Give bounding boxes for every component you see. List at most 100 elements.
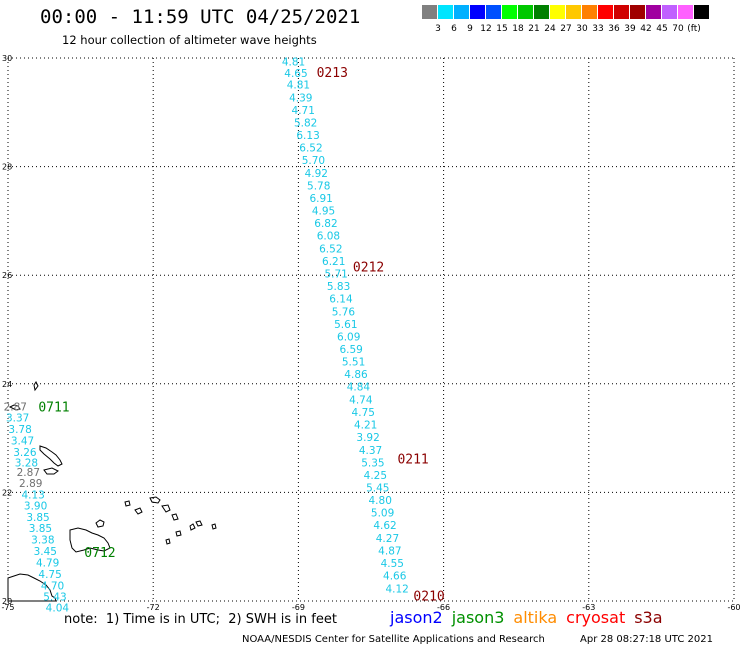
pass-time-label: 0212	[353, 261, 384, 276]
legend-swatch	[438, 5, 453, 19]
legend-swatch	[598, 5, 613, 19]
credit-line: NOAA/NESDIS Center for Satellite Applica…	[242, 634, 545, 645]
bahamas-island-b	[33, 381, 39, 392]
swh-value: 4.70	[41, 580, 64, 592]
swh-value: 5.45	[366, 483, 389, 495]
legend-label: 42	[640, 24, 652, 34]
satellite-name-jason3: jason3	[451, 608, 505, 627]
legend-swatch	[422, 5, 437, 19]
pass-time-label: 0210	[413, 590, 444, 605]
swh-value: 4.79	[36, 557, 59, 569]
legend-swatch	[502, 5, 517, 19]
legend-label: 33	[592, 24, 604, 34]
legend-label: 3	[435, 24, 441, 34]
legend-label: 9	[467, 24, 473, 34]
swh-value: 5.35	[361, 458, 384, 470]
x-tick-label: -63	[582, 603, 595, 612]
legend-label: 15	[496, 24, 508, 34]
swh-value: 4.13	[21, 490, 44, 502]
swh-value: 3.26	[13, 447, 37, 459]
island-chain-7	[175, 530, 182, 537]
swh-value: 2.87	[17, 467, 40, 479]
pass-time-label: 0712	[84, 546, 115, 561]
y-tick-label: 26	[2, 271, 12, 280]
swh-value: 4.25	[364, 470, 387, 482]
subtitle: 12 hour collection of altimeter wave hei…	[62, 33, 317, 47]
swh-value: 3.92	[356, 432, 379, 444]
island-chain-2	[161, 504, 171, 513]
swh-value: 5.61	[334, 319, 357, 331]
swh-value: 3.85	[26, 512, 49, 524]
swh-value: 4.87	[378, 546, 401, 558]
swh-value: 4.71	[292, 105, 315, 117]
satellite-name-s3a: s3a	[634, 608, 663, 627]
swh-value: 3.45	[34, 546, 57, 558]
pass-time-label: 0711	[38, 401, 69, 416]
legend-label: 39	[624, 24, 636, 34]
legend-label: 21	[528, 24, 540, 34]
swh-value: 4.92	[305, 168, 328, 180]
swh-value: 6.08	[317, 231, 340, 243]
swh-value: 3.78	[8, 424, 31, 436]
swh-value: 4.81	[282, 56, 305, 68]
pass-time-label: 0213	[317, 66, 348, 81]
y-tick-label: 28	[2, 163, 12, 172]
swh-value: 4.80	[369, 495, 392, 507]
swh-value: 4.95	[312, 206, 335, 218]
satellite-legend: jason2 jason3 altika cryosat s3a	[390, 608, 672, 627]
legend-swatch	[470, 5, 485, 19]
x-tick-label: -72	[147, 603, 160, 612]
legend-swatch	[534, 5, 549, 19]
swh-value: 4.12	[385, 584, 408, 596]
swh-value: 5.70	[302, 155, 325, 167]
swh-value: 5.76	[332, 307, 356, 319]
swh-value: 4.62	[373, 520, 396, 532]
x-tick-label: -66	[437, 603, 450, 612]
legend-swatch	[678, 5, 693, 19]
swh-value: 4.66	[383, 570, 407, 582]
page-title: 00:00 - 11:59 UTC 04/25/2021	[40, 6, 361, 28]
x-tick-label: -60	[727, 603, 740, 612]
swh-value: 4.81	[287, 80, 310, 92]
legend-swatch	[566, 5, 581, 19]
swh-value: 6.52	[319, 244, 342, 256]
swh-value: 4.39	[289, 93, 312, 105]
legend-swatch	[630, 5, 645, 19]
swh-value: 4.21	[354, 420, 377, 432]
island-chain-5	[195, 520, 203, 527]
swh-value: 4.04	[46, 603, 70, 615]
island-chain-6	[189, 523, 196, 531]
grid-lines	[7, 57, 735, 602]
swh-value: 4.37	[359, 445, 382, 457]
legend-label: 70	[672, 24, 684, 34]
satellite-name-cryosat: cryosat	[566, 608, 626, 627]
swh-value: 6.82	[314, 218, 337, 230]
swh-value: 4.75	[352, 407, 375, 419]
altimeter-tracks: 4.814.654.814.394.715.826.136.525.704.92…	[4, 56, 445, 614]
swh-value: 6.52	[299, 143, 322, 155]
footnote: note: 1) Time is in UTC; 2) SWH is in fe…	[64, 612, 337, 627]
island-chain-1	[149, 496, 161, 504]
swh-value: 3.90	[24, 500, 47, 512]
legend-swatch	[646, 5, 661, 19]
swh-value: 4.84	[347, 382, 371, 394]
swh-value: 6.59	[339, 344, 362, 356]
generated-timestamp: Apr 28 08:27:18 UTC 2021	[580, 634, 713, 645]
swh-value: 5.82	[294, 118, 317, 130]
legend-label: 24	[544, 24, 556, 34]
legend-label: 45	[656, 24, 668, 34]
swh-value: 2.87	[4, 402, 27, 414]
swh-value: 4.74	[349, 395, 373, 407]
island-chain-8	[211, 523, 217, 530]
island-chain-3	[134, 507, 143, 515]
swh-value: 5.83	[327, 281, 350, 293]
x-tick-label: -69	[292, 603, 305, 612]
cuba-coast	[7, 573, 57, 602]
legend-label: 30	[576, 24, 588, 34]
swh-value: 4.86	[344, 369, 368, 381]
island-chain-4	[171, 513, 179, 521]
turks-caicos	[95, 519, 105, 528]
legend-label: 6	[451, 24, 457, 34]
legend-swatch	[614, 5, 629, 19]
